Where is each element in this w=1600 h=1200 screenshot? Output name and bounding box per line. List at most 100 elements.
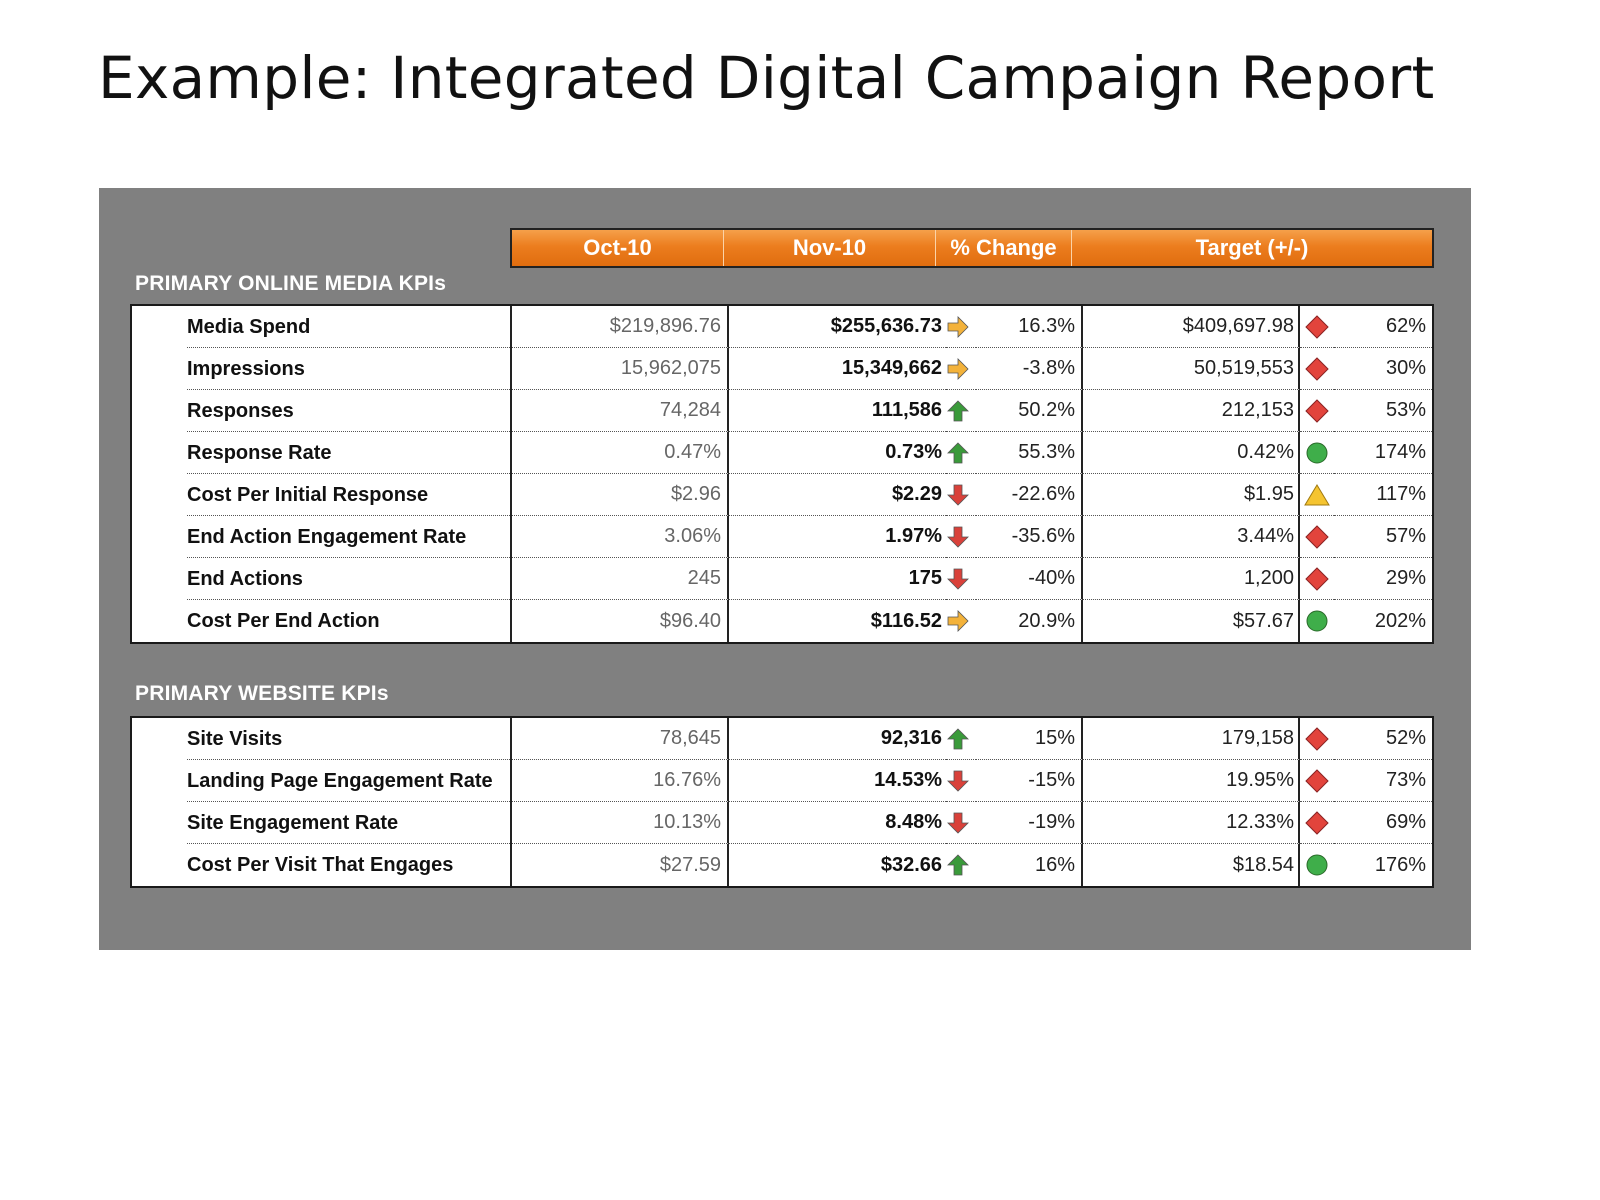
nov-value: 8.48% [729,802,946,844]
red-diamond-icon [1300,558,1334,600]
percent-change: 50.2% [976,390,1083,432]
kpi-name: Cost Per Initial Response [187,475,510,516]
target-ratio: 53% [1334,390,1432,432]
table-row: End Action Engagement Rate 3.06% 1.97% -35.… [132,516,1432,558]
kpi-name: Cost Per Visit That Engages [187,854,454,876]
kpi-name-cell: Cost Per Visit That Engages [132,844,512,886]
red-diamond-icon [1300,390,1334,432]
arrow-down-icon [946,516,976,558]
header-target: Target (+/-) [1195,235,1309,260]
report-panel: Oct-10 Nov-10 % Change Target (+/-) PRIM… [99,188,1471,950]
kpi-name: Media Spend [187,307,510,348]
nov-value: 14.53% [729,760,946,802]
kpi-name: Cost Per End Action [187,610,380,632]
oct-value: 15,962,075 [512,348,729,390]
nov-value: 15,349,662 [729,348,946,390]
table-row: Cost Per End Action $96.40 $116.52 20.9% $57… [132,600,1432,642]
target-ratio: 176% [1374,853,1426,876]
oct-value: 74,284 [512,390,729,432]
table-row: Media Spend $219,896.76 $255,636.73 16.3% $4… [132,306,1432,348]
oct-value: $27.59 [512,844,729,886]
percent-change: -15% [976,760,1083,802]
kpi-name: Site Visits [187,719,510,760]
target-value: 0.42% [1083,432,1300,474]
yellow-triangle-icon [1300,474,1334,516]
kpi-name-cell: End Action Engagement Rate [132,516,512,558]
media-kpi-table: Media Spend $219,896.76 $255,636.73 16.3% $4… [130,304,1434,644]
target-ratio: 30% [1334,348,1432,390]
green-circle-icon [1300,432,1334,474]
arrow-down-icon [946,558,976,600]
target-value: 212,153 [1083,390,1300,432]
target-ratio: 57% [1334,516,1432,558]
table-row: Responses 74,284 111,586 50.2% 212,153 53% [132,390,1432,432]
red-diamond-icon [1300,348,1334,390]
oct-value: 10.13% [512,802,729,844]
nov-value: 0.73% [729,432,946,474]
table-row: End Actions 245 175 -40% 1,200 29% [132,558,1432,600]
table-row: Site Engagement Rate 10.13% 8.48% -19% 12.33… [132,802,1432,844]
target-ratio: 69% [1334,802,1432,844]
arrow-down-icon [946,802,976,844]
target-value: 19.95% [1083,760,1300,802]
column-header-bar: Oct-10 Nov-10 % Change Target (+/-) [510,228,1434,268]
kpi-name-cell: Media Spend [132,306,512,348]
oct-value: $2.96 [512,474,729,516]
kpi-name-cell: Site Visits [132,718,512,760]
target-value: 3.44% [1083,516,1300,558]
table-row: Response Rate 0.47% 0.73% 55.3% 0.42% 174% [132,432,1432,474]
kpi-name: Site Engagement Rate [187,803,510,844]
table-row: Site Visits 78,645 92,316 15% 179,158 52% [132,718,1432,760]
website-kpi-table: Site Visits 78,645 92,316 15% 179,158 52% Land… [130,716,1434,888]
percent-change: 20.9% [976,600,1083,642]
percent-change: -35.6% [976,516,1083,558]
header-oct: Oct-10 [512,230,724,266]
arrow-up-icon [946,390,976,432]
nov-value: $255,636.73 [729,306,946,348]
nov-value: 111,586 [729,390,946,432]
kpi-name: End Action Engagement Rate [187,517,510,558]
arrow-down-icon [946,474,976,516]
percent-change: 16.3% [976,306,1083,348]
kpi-name-cell: End Actions [132,558,512,600]
oct-value: 16.76% [512,760,729,802]
target-value: $1.95 [1083,474,1300,516]
kpi-name: Response Rate [187,433,510,474]
nov-value: $116.52 [870,609,942,632]
arrow-up-icon [946,844,976,886]
percent-change: -22.6% [976,474,1083,516]
percent-change: -40% [976,558,1083,600]
kpi-name: Responses [187,391,510,432]
percent-change: 15% [976,718,1083,760]
target-value: 50,519,553 [1083,348,1300,390]
table-row: Cost Per Visit That Engages $27.59 $32.66 1… [132,844,1432,886]
percent-change: 55.3% [976,432,1083,474]
target-value: 12.33% [1083,802,1300,844]
oct-value: 0.47% [512,432,729,474]
arrow-up-icon [946,432,976,474]
target-value: $18.54 [1083,844,1300,886]
target-ratio: 117% [1334,474,1432,516]
oct-value: 245 [512,558,729,600]
arrow-up-icon [946,718,976,760]
kpi-name-cell: Landing Page Engagement Rate [132,760,512,802]
target-value: 179,158 [1083,718,1300,760]
section-label-website: PRIMARY WEBSITE KPIs [135,682,389,705]
arrow-right-icon [946,348,976,390]
target-ratio: 73% [1334,760,1432,802]
green-circle-icon [1300,844,1334,886]
kpi-name-cell: Site Engagement Rate [132,802,512,844]
kpi-name-cell: Responses [132,390,512,432]
header-nov: Nov-10 [724,230,936,266]
nov-value: $2.29 [729,474,946,516]
page-title: Example: Integrated Digital Campaign Rep… [98,44,1435,112]
kpi-name-cell: Cost Per End Action [132,600,512,642]
target-ratio: 29% [1334,558,1432,600]
section-label-media: PRIMARY ONLINE MEDIA KPIs [135,272,447,295]
oct-value: 3.06% [512,516,729,558]
percent-change: 16% [976,844,1083,886]
arrow-right-icon [946,600,976,642]
kpi-name-cell: Response Rate [132,432,512,474]
nov-value: 92,316 [729,718,946,760]
oct-value: 78,645 [512,718,729,760]
